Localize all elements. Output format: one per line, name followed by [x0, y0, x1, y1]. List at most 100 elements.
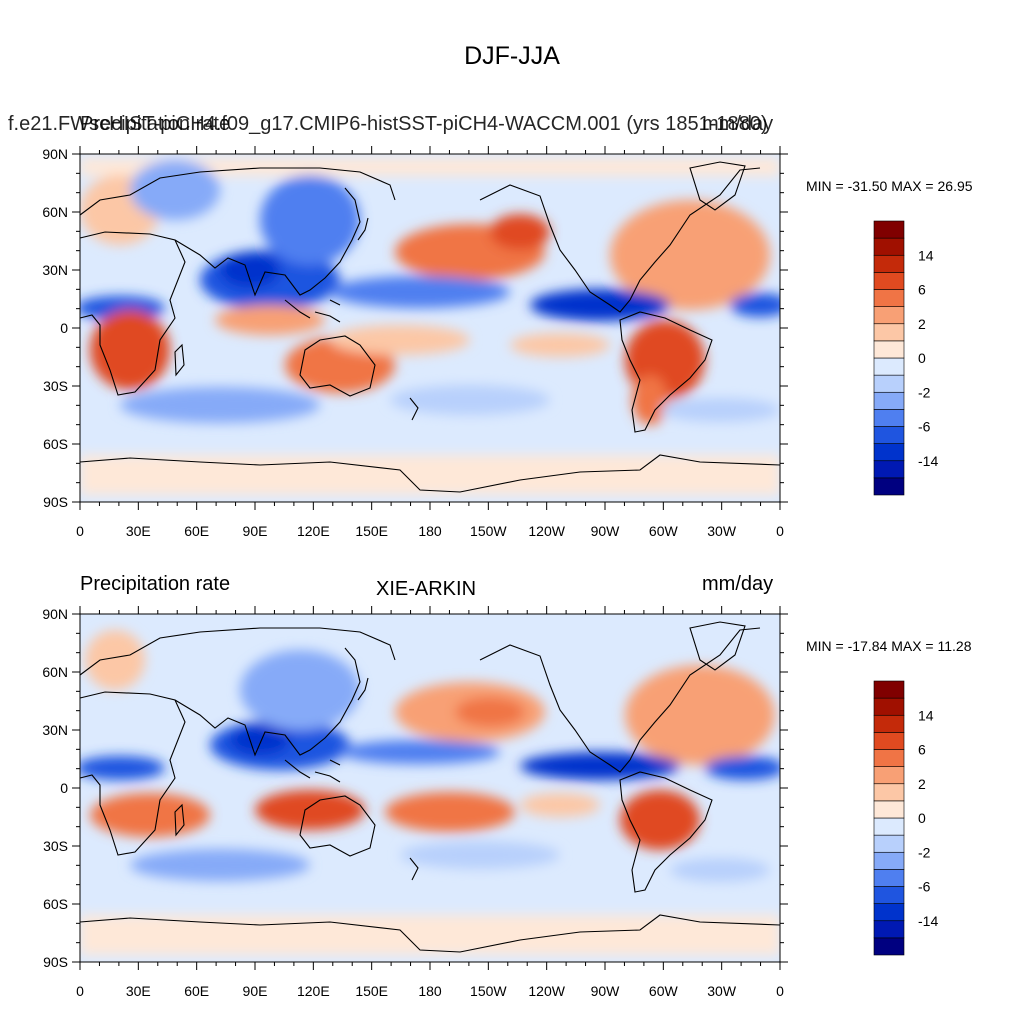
panel2-x-tick-label: 120W	[528, 983, 565, 999]
panel1-colorbar-swatch	[873, 409, 905, 427]
panel2-colorbar: 14 6 2 0 -2 -6 -14	[873, 680, 938, 956]
panel1-x-tick-label: 0	[776, 523, 784, 539]
panel2-x-tick-label: 30W	[707, 983, 737, 999]
panel2-colorbar-swatch	[873, 783, 905, 802]
panel1-colorbar-swatch	[873, 306, 905, 325]
panel1-colorbar-label: -14	[918, 453, 938, 469]
panel1-y-tick-label: 30S	[43, 378, 68, 394]
panel1-colorbar-label: 14	[918, 247, 934, 263]
panel1-colorbar-swatch	[873, 323, 905, 342]
panel2-colorbar-label: 0	[918, 810, 926, 826]
panel1-x-tick-label: 150E	[355, 523, 388, 539]
panel1-colorbar: 14 6 2 0 -2 -6 -14	[873, 220, 938, 496]
panel1-colorbar-swatch	[873, 340, 905, 359]
panel1-left-title: Precipitation rate	[80, 113, 231, 135]
panel1-colorbar-swatch	[873, 477, 905, 496]
panel1-colorbar-label: 0	[918, 350, 926, 366]
panel2-y-tick-label: 30N	[42, 722, 68, 738]
panel2-y-tick-label: 0	[60, 780, 68, 796]
panel1-x-tick-label: 120E	[297, 523, 330, 539]
panel1-y-tick-label: 90S	[43, 494, 68, 510]
panel1-x-tick-label: 90W	[591, 523, 621, 539]
panel1-minmax: MIN = -31.50 MAX = 26.95	[806, 178, 973, 194]
panel1-colorbar-swatch	[873, 254, 905, 273]
panel2-colorbar-swatch	[873, 732, 905, 750]
panel2-x-tick-label: 90W	[591, 983, 621, 999]
panel2-colorbar-swatch	[873, 920, 905, 939]
panel1-colorbar-swatch	[873, 460, 905, 479]
panel2-colorbar-swatch	[873, 800, 905, 819]
panel1-map: 0 30E 60E 90E 120E 150E 180 150W 120W 90W 60W 30W 09…	[42, 146, 788, 539]
figure-title: DJF-JJA	[464, 42, 560, 70]
panel2-colorbar-swatch	[873, 851, 905, 870]
panel1-colorbar-swatch	[873, 357, 905, 376]
panel1-colorbar-label: 6	[918, 282, 926, 298]
panel2-x-tick-label: 150W	[470, 983, 507, 999]
panel2-minmax: MIN = -17.84 MAX = 11.28	[806, 638, 972, 654]
panel2-colorbar-label: 2	[918, 776, 926, 792]
panel2-y-tick-label: 90S	[43, 954, 68, 970]
panel2-colorbar-swatch	[873, 903, 905, 922]
panel1-y-tick-label: 30N	[42, 262, 68, 278]
panel1-coastlines	[79, 161, 781, 493]
panel2-colorbar-swatch	[873, 680, 905, 699]
panel2-colorbar-label: 6	[918, 742, 926, 758]
panel2-colorbar-swatch	[873, 869, 905, 887]
panel1-x-tick-label: 90E	[243, 523, 268, 539]
panel2-y-tick-label: 30S	[43, 838, 68, 854]
panel1-colorbar-label: 2	[918, 316, 926, 332]
panel2-x-tick-label: 150E	[355, 983, 388, 999]
panel2-x-tick-label: 120E	[297, 983, 330, 999]
panel2-x-tick-label: 90E	[243, 983, 268, 999]
panel2-map: 0 30E 60E 90E 120E 150E 180 150W 120W 90W 60W 30W 09…	[42, 606, 788, 999]
panel2-x-tick-label: 60E	[184, 983, 209, 999]
panel1-axes: 0 30E 60E 90E 120E 150E 180 150W 120W 90W 60W 30W 09…	[42, 146, 788, 539]
panel1-colorbar-swatch	[873, 289, 905, 307]
panel1-colorbar-swatch	[873, 426, 905, 444]
panel2-x-tick-label: 0	[76, 983, 84, 999]
panel2-x-tick-label: 60W	[649, 983, 679, 999]
panel2-colorbar-swatch	[873, 714, 905, 733]
panel2-colorbar-label: 14	[918, 707, 934, 723]
panel1-field	[80, 154, 780, 502]
panel2-left-title: Precipitation rate	[80, 573, 231, 595]
panel1-x-tick-label: 30E	[126, 523, 151, 539]
panel1-x-tick-label: 60E	[184, 523, 209, 539]
panel1-colorbar-label: -6	[918, 419, 931, 435]
panel1-x-tick-label: 60W	[649, 523, 679, 539]
panel2-center-title: XIE-ARKIN	[376, 578, 477, 600]
panel2-colorbar-swatch	[873, 766, 905, 785]
panel1-y-tick-label: 0	[60, 320, 68, 336]
panel2-y-tick-label: 60N	[42, 664, 68, 680]
panel2-x-tick-label: 180	[418, 983, 442, 999]
panel1-units: mm/day	[702, 113, 774, 135]
panel1-x-tick-label: 30W	[707, 523, 737, 539]
panel2-colorbar-swatch	[873, 886, 905, 904]
panel1-x-tick-label: 150W	[470, 523, 507, 539]
panel2-y-tick-label: 60S	[43, 896, 68, 912]
panel2-units: mm/day	[702, 573, 774, 595]
panel1-colorbar-swatch	[873, 443, 905, 462]
panel1-center-title: f.e21.FWscHIST-piCH4.f09_g17.CMIP6-histS…	[8, 113, 768, 135]
panel2-y-tick-label: 90N	[42, 606, 68, 622]
panel2-axes: 0 30E 60E 90E 120E 150E 180 150W 120W 90W 60W 30W 09…	[42, 606, 788, 999]
panel2-field	[80, 614, 780, 962]
panel1-colorbar-swatch	[873, 237, 905, 256]
panel2-colorbar-label: -2	[918, 844, 931, 860]
panel1-anomaly-blobs	[80, 158, 780, 495]
panel1-colorbar-swatch	[873, 391, 905, 410]
panel2-colorbar-label: -6	[918, 879, 931, 895]
panel1-y-tick-label: 60N	[42, 204, 68, 220]
panel1-colorbar-swatch	[873, 272, 905, 290]
panel2-x-tick-label: 30E	[126, 983, 151, 999]
panel1-colorbar-swatch	[873, 374, 905, 393]
panel1-y-tick-label: 60S	[43, 436, 68, 452]
panel1-colorbar-swatch	[873, 220, 905, 239]
panel2-colorbar-swatch	[873, 749, 905, 767]
panel2-colorbar-swatch	[873, 834, 905, 853]
panel1-colorbar-label: -2	[918, 384, 931, 400]
panel2-colorbar-label: -14	[918, 913, 938, 929]
panel2-colorbar-swatch	[873, 817, 905, 836]
panel2-colorbar-swatch	[873, 937, 905, 956]
